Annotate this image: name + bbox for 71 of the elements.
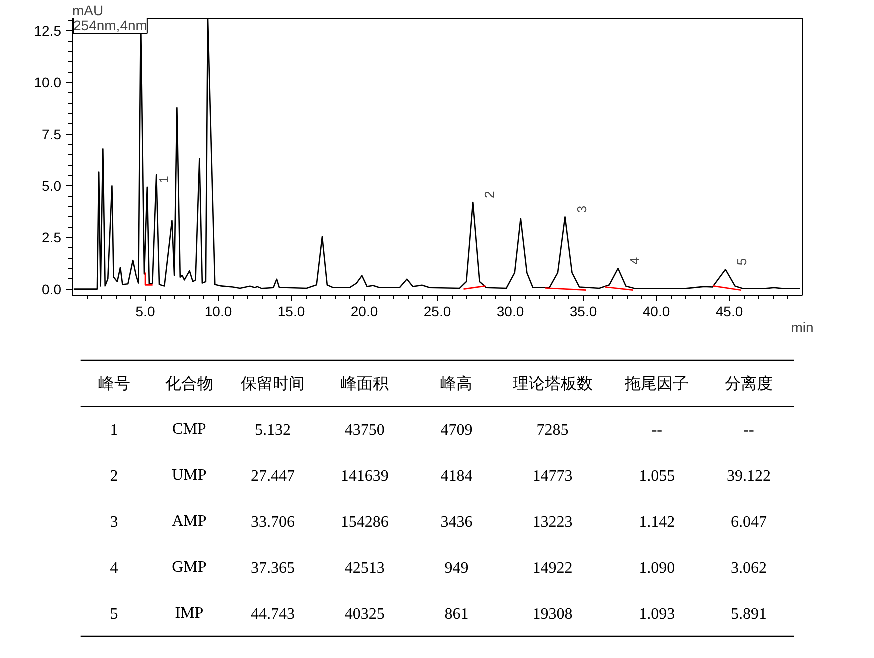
text: 13223 bbox=[532, 514, 573, 531]
text: 峰高 bbox=[440, 374, 473, 393]
text: 5.132 bbox=[254, 422, 291, 439]
text: 19308 bbox=[532, 606, 573, 623]
text: AMP bbox=[172, 513, 207, 530]
text: 1 bbox=[110, 422, 118, 439]
x-axis-title: min bbox=[791, 320, 814, 336]
text: 3436 bbox=[440, 514, 473, 531]
text: 27.447 bbox=[250, 468, 295, 485]
annotation: 254nm,4nm bbox=[74, 18, 148, 34]
x-tick-label: 35.0 bbox=[570, 304, 598, 320]
text: 分离度 bbox=[725, 374, 774, 393]
text: 6.047 bbox=[731, 514, 768, 531]
text: 39.122 bbox=[727, 468, 772, 485]
text: 化合物 bbox=[165, 374, 214, 393]
x-tick-label: 30.0 bbox=[496, 304, 524, 320]
text: 1.055 bbox=[639, 468, 676, 485]
x-tick-label: 25.0 bbox=[424, 304, 452, 320]
text: 4184 bbox=[440, 468, 473, 485]
annotation: 5 bbox=[734, 258, 750, 266]
text: UMP bbox=[172, 467, 207, 484]
text: 理论塔板数 bbox=[512, 374, 593, 393]
x-tick-label: 20.0 bbox=[350, 304, 378, 320]
text: 峰面积 bbox=[340, 374, 389, 393]
text: 7285 bbox=[536, 422, 569, 439]
text: CMP bbox=[172, 421, 206, 438]
text: -- bbox=[652, 422, 662, 439]
text: 3 bbox=[110, 514, 118, 531]
text: 5.891 bbox=[731, 606, 768, 623]
text: 861 bbox=[444, 606, 469, 623]
text: IMP bbox=[175, 605, 204, 622]
text: 1.090 bbox=[639, 560, 676, 577]
annotation: 2 bbox=[482, 191, 498, 198]
y-tick-label: 7.5 bbox=[42, 126, 62, 142]
text: 峰号 bbox=[98, 374, 130, 393]
text: 5 bbox=[110, 606, 118, 623]
text: 14922 bbox=[532, 560, 573, 577]
text: 33.706 bbox=[250, 514, 295, 531]
x-tick-label: 15.0 bbox=[278, 304, 306, 320]
text: 949 bbox=[444, 560, 469, 577]
text: 4 bbox=[110, 560, 118, 577]
x-tick-label: 10.0 bbox=[204, 304, 232, 320]
y-tick-label: 10.0 bbox=[34, 74, 62, 91]
text: 拖尾因子 bbox=[624, 374, 690, 393]
annotation: 1 bbox=[156, 176, 172, 184]
x-tick-label: 5.0 bbox=[136, 304, 156, 320]
x-tick-label: 40.0 bbox=[642, 304, 670, 320]
text: 保留时间 bbox=[240, 374, 305, 393]
y-tick-label: 2.5 bbox=[42, 230, 62, 246]
text: 14773 bbox=[532, 468, 573, 485]
text: 43750 bbox=[344, 422, 385, 439]
y-tick-label: 0.0 bbox=[42, 281, 62, 298]
y-axis-title: mAU bbox=[72, 2, 104, 18]
y-tick-label: 5.0 bbox=[42, 178, 62, 194]
y-tick-label: 12.5 bbox=[34, 22, 62, 39]
text: 4709 bbox=[440, 422, 473, 439]
text: 1.142 bbox=[639, 514, 676, 531]
text: 141639 bbox=[340, 468, 389, 485]
text: 44.743 bbox=[250, 606, 295, 623]
text: 42513 bbox=[344, 560, 385, 577]
text: 154286 bbox=[340, 514, 389, 531]
text: 1.093 bbox=[639, 606, 676, 623]
text: 3.062 bbox=[731, 560, 768, 577]
annotation: 3 bbox=[574, 206, 590, 214]
text: 2 bbox=[110, 468, 118, 485]
text: 37.365 bbox=[250, 560, 295, 577]
annotation: 4 bbox=[627, 257, 642, 265]
text: -- bbox=[744, 422, 754, 439]
text: GMP bbox=[172, 559, 207, 576]
text: 40325 bbox=[344, 606, 385, 623]
x-tick-label: 45.0 bbox=[716, 304, 744, 320]
